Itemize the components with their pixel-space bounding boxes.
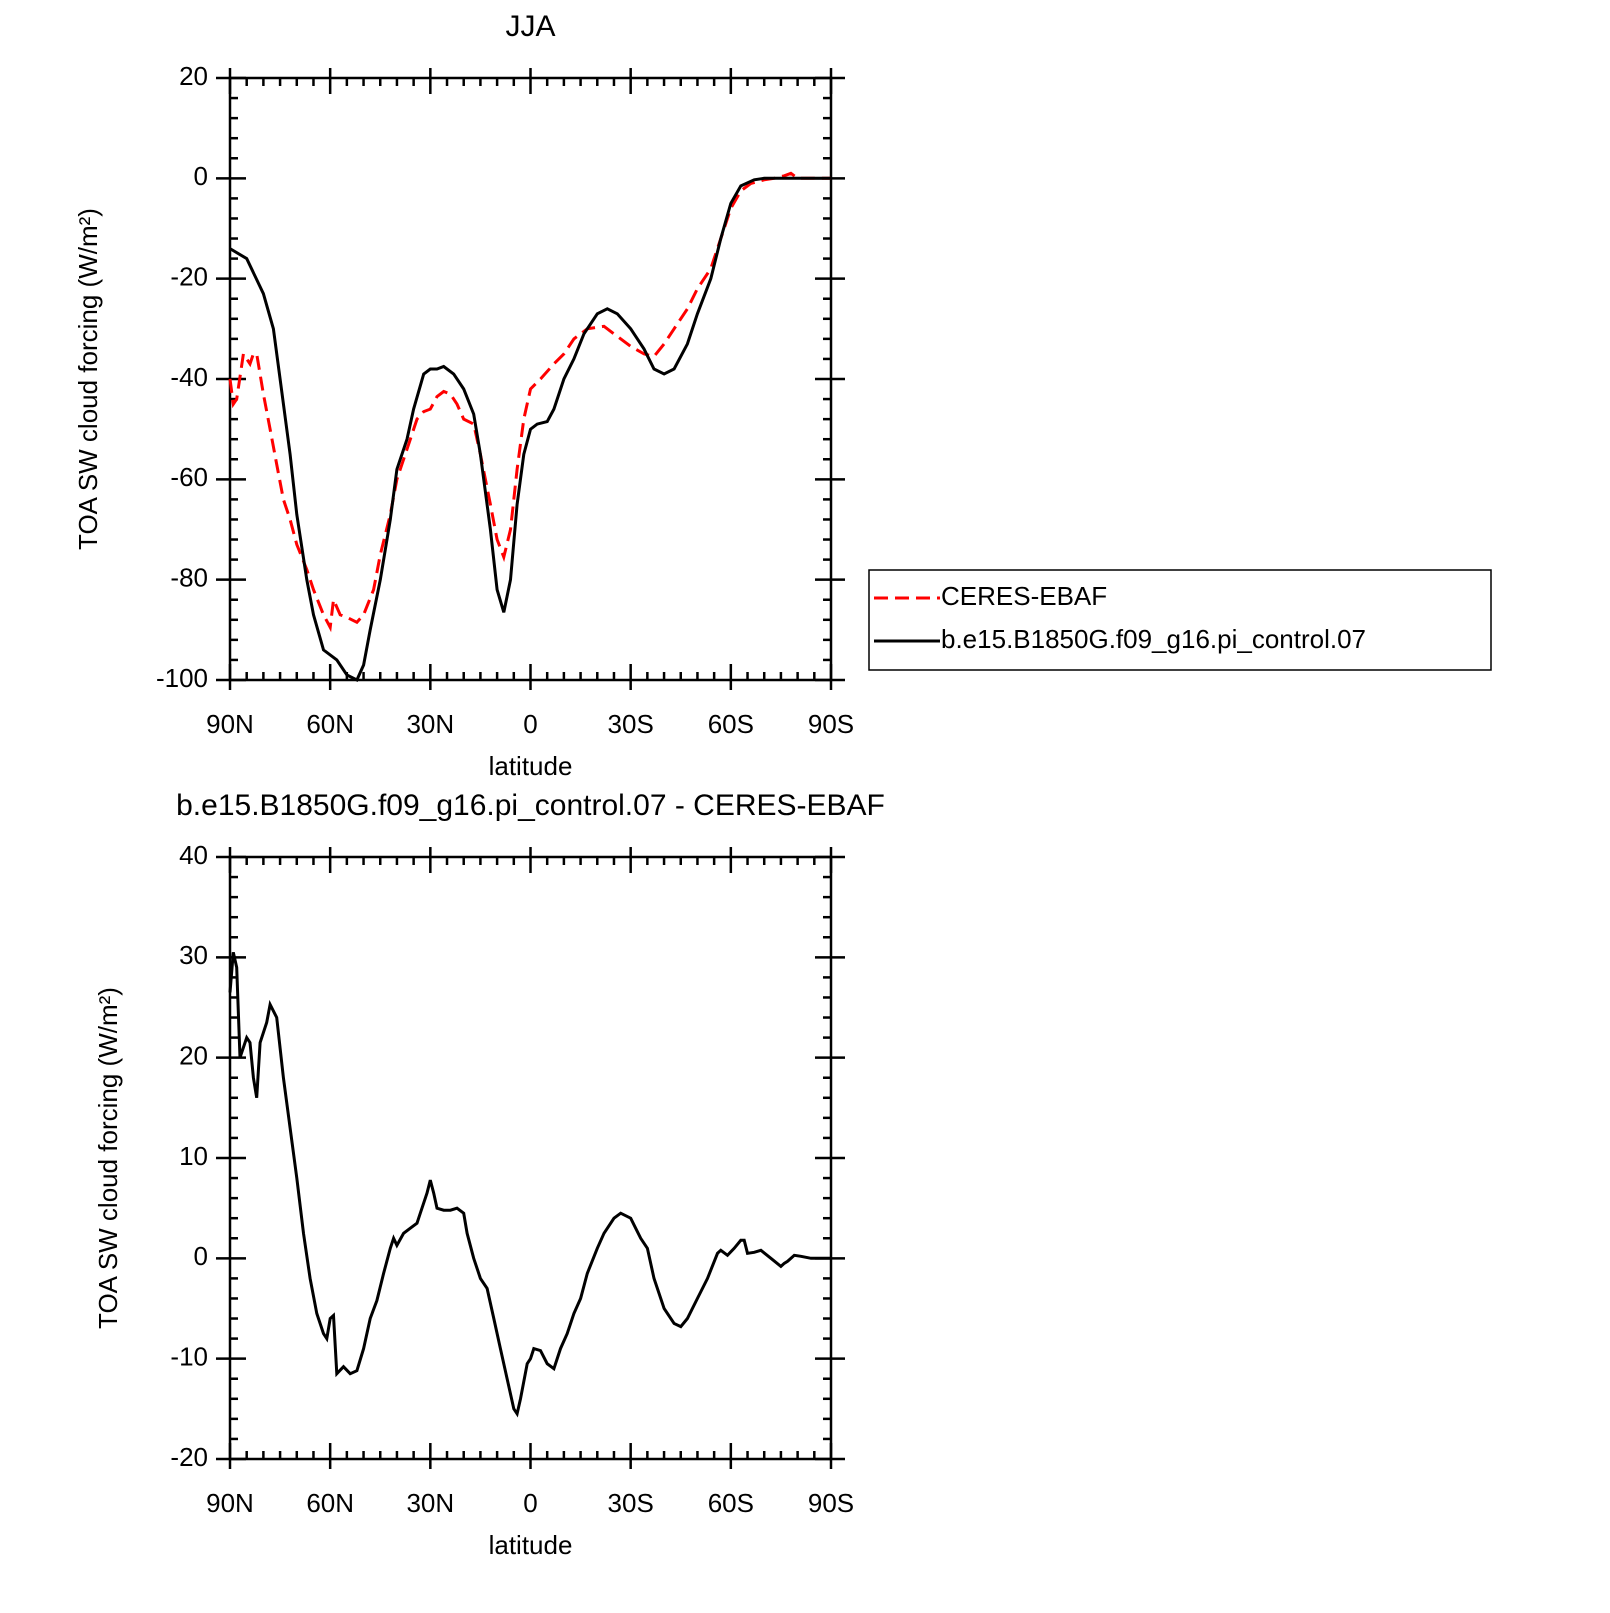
x-tick-label: 90S — [808, 1488, 854, 1518]
y-tick-label: -20 — [170, 1442, 208, 1472]
y-tick-label: 0 — [194, 1241, 208, 1271]
x-tick-label: 0 — [523, 709, 537, 739]
y-tick-label: -20 — [170, 262, 208, 292]
chart-title: JJA — [505, 10, 555, 43]
x-tick-label: 90N — [206, 709, 254, 739]
x-axis-label: latitude — [489, 751, 573, 781]
y-tick-label: 10 — [179, 1141, 208, 1171]
data-line — [228, 171, 831, 633]
x-axis-label: latitude — [489, 1530, 573, 1560]
y-tick-label: -60 — [170, 462, 208, 492]
y-tick-label: 40 — [179, 840, 208, 870]
y-tick-label: -10 — [170, 1342, 208, 1372]
y-tick-label: 30 — [179, 940, 208, 970]
data-line — [228, 951, 831, 1418]
x-tick-label: 0 — [523, 1488, 537, 1518]
legend-box — [868, 569, 1492, 671]
y-tick-label: 20 — [179, 1041, 208, 1071]
x-tick-label: 30S — [608, 709, 654, 739]
legend-label: CERES-EBAF — [941, 581, 1107, 611]
chart-title: b.e15.B1850G.f09_g16.pi_control.07 - CER… — [176, 789, 885, 822]
x-tick-label: 60S — [708, 1488, 754, 1518]
y-axis-label: TOA SW cloud forcing (W/m²) — [93, 987, 123, 1329]
legend-label: b.e15.B1850G.f09_g16.pi_control.07 — [941, 624, 1366, 654]
y-tick-label: -80 — [170, 563, 208, 593]
data-line — [229, 176, 831, 683]
x-tick-label: 30N — [406, 1488, 454, 1518]
y-tick-label: 0 — [194, 161, 208, 191]
x-tick-label: 60N — [306, 709, 354, 739]
plot-frame — [228, 855, 833, 1461]
x-tick-label: 60S — [708, 709, 754, 739]
y-tick-label: -100 — [156, 663, 208, 693]
y-tick-label: 20 — [179, 61, 208, 91]
x-tick-label: 90S — [808, 709, 854, 739]
x-tick-label: 60N — [306, 1488, 354, 1518]
y-tick-label: -40 — [170, 362, 208, 392]
plot-frame — [228, 76, 833, 682]
x-tick-label: 30N — [406, 709, 454, 739]
x-tick-label: 30S — [608, 1488, 654, 1518]
y-axis-label: TOA SW cloud forcing (W/m²) — [73, 208, 103, 550]
x-tick-label: 90N — [206, 1488, 254, 1518]
